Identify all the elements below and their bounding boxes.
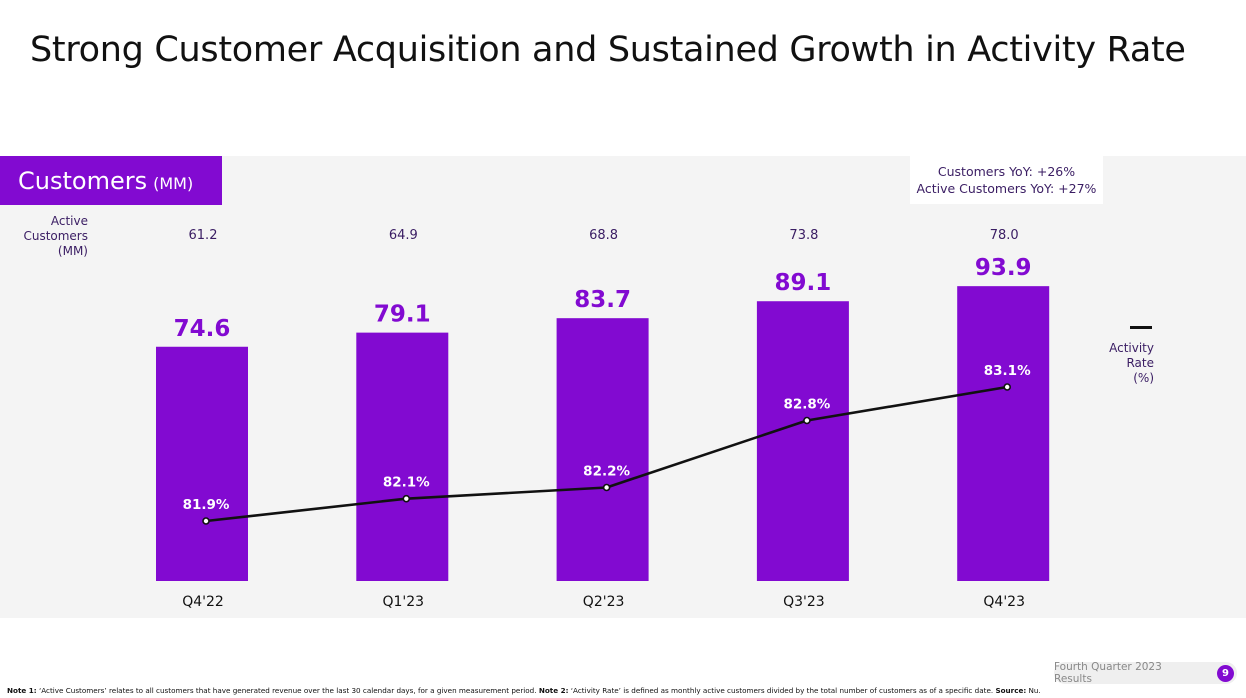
yoy-customers: Customers YoY: +26% <box>937 164 1076 179</box>
footer-badge: Fourth Quarter 2023 Results 9 <box>1054 661 1237 685</box>
activity-legend-line2: Rate <box>1126 356 1154 370</box>
x-tick-label: Q4'22 <box>182 594 224 610</box>
note2-text: ‘Activity Rate’ is defined as monthly ac… <box>568 686 996 695</box>
page-number: 9 <box>1217 664 1234 682</box>
active-customers-value: 61.2 <box>189 228 218 243</box>
section-unit: (MM) <box>153 173 194 193</box>
note1-text: ‘Active Customers’ relates to all custom… <box>36 686 539 695</box>
active-customers-value: 73.8 <box>789 228 818 243</box>
activity-rate-point <box>1003 383 1012 391</box>
active-customers-value: 64.9 <box>389 228 418 243</box>
customers-value-label: 83.7 <box>574 287 631 313</box>
activity-rate-point <box>803 416 811 425</box>
footer-badge-text: Fourth Quarter 2023 Results <box>1054 661 1162 685</box>
active-customers-label: Active Customers (MM) <box>18 214 88 259</box>
yoy-active-customers: Active Customers YoY: +27% <box>916 181 1097 196</box>
activity-rate-point <box>602 483 611 492</box>
customers-bar <box>756 301 849 581</box>
activity-legend-line3: (%) <box>1133 371 1154 385</box>
activity-rate-label: 81.9% <box>183 497 230 513</box>
x-tick-label: Q2'23 <box>583 594 625 610</box>
x-tick-label: Q1'23 <box>383 594 425 610</box>
customers-value-label: 79.1 <box>374 302 431 328</box>
customers-bar <box>957 286 1050 581</box>
customers-value-label: 93.9 <box>975 255 1032 281</box>
customers-value-label: 89.1 <box>775 270 832 296</box>
active-customers-value: 78.0 <box>990 228 1019 243</box>
activity-rate-point <box>202 517 210 525</box>
note1-label: Note 1: <box>7 686 37 695</box>
customers-bar <box>156 346 248 581</box>
customers-bar <box>356 332 449 581</box>
activity-rate-label: 82.8% <box>783 397 830 413</box>
active-customers-label-line3: (MM) <box>57 244 88 258</box>
activity-rate-label: 82.2% <box>583 464 630 480</box>
legend-line-swatch <box>1130 326 1152 329</box>
active-customers-label-line1: Active <box>50 214 88 228</box>
source-text: Nu. <box>1026 686 1041 695</box>
activity-legend-line1: Activity <box>1109 341 1154 355</box>
x-tick-label: Q3'23 <box>783 594 825 610</box>
section-title: Customers <box>18 166 148 195</box>
x-tick-label: Q4'23 <box>983 594 1025 610</box>
source-label: Source: <box>995 686 1027 695</box>
activity-rate-legend: Activity Rate (%) <box>1090 326 1154 386</box>
active-customers-value: 68.8 <box>589 228 618 243</box>
yoy-box: Customers YoY: +26% Active Customers YoY… <box>910 156 1103 204</box>
customers-bar <box>556 318 649 581</box>
activity-rate-label: 82.1% <box>383 475 430 491</box>
activity-rate-point <box>402 494 411 503</box>
activity-rate-label: 83.1% <box>984 363 1031 379</box>
note2-label: Note 2: <box>538 686 569 695</box>
footer-note: Note 1: ‘Active Customers’ relates to al… <box>7 686 1041 695</box>
active-customers-label-line2: Customers <box>23 229 88 243</box>
section-tab: Customers (MM) <box>0 156 222 205</box>
slide-title: Strong Customer Acquisition and Sustaine… <box>30 30 1186 70</box>
customers-value-label: 74.6 <box>174 316 231 342</box>
